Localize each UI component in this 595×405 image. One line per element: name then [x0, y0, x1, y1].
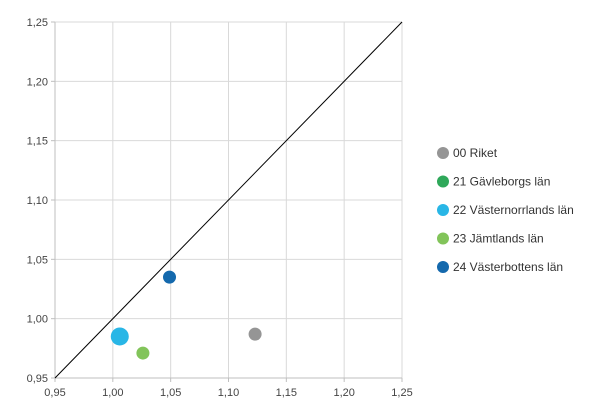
x-tick-label: 1,20 — [333, 387, 354, 399]
data-point — [248, 327, 262, 341]
data-points — [110, 270, 262, 360]
legend: 00 Riket 21 Gävleborgs län 22 Västernorrla… — [437, 146, 574, 274]
legend-marker — [437, 204, 449, 216]
x-tick-label: 1,05 — [160, 387, 181, 399]
y-tick-label: 1,15 — [27, 136, 48, 148]
x-tick-labels: 0,95 1,00 1,05 1,10 1,15 1,20 1,25 — [44, 387, 412, 399]
data-point — [136, 346, 150, 360]
data-point — [110, 327, 129, 346]
legend-marker — [437, 232, 449, 245]
legend-label: 21 Gävleborgs län — [453, 175, 550, 189]
x-tick-label: 0,95 — [44, 387, 65, 399]
y-tick-label: 0,95 — [27, 373, 48, 385]
legend-label: 23 Jämtlands län — [453, 232, 544, 246]
data-point — [163, 270, 177, 284]
legend-marker — [437, 175, 449, 188]
x-tick-label: 1,00 — [102, 387, 123, 399]
x-tick-label: 1,25 — [391, 387, 412, 399]
legend-marker — [437, 261, 449, 273]
x-tick-label: 1,15 — [276, 387, 297, 399]
legend-marker — [437, 147, 449, 159]
y-tick-label: 1,20 — [27, 76, 48, 88]
y-tick-label: 1,00 — [27, 314, 48, 326]
legend-label: 00 Riket — [453, 146, 498, 160]
diagonal-reference-line — [54, 21, 403, 379]
y-tick-labels: 0,95 1,00 1,05 1,10 1,15 1,20 1,25 — [27, 17, 48, 385]
legend-label: 22 Västernorrlands län — [453, 203, 574, 217]
y-tick-label: 1,25 — [27, 17, 48, 29]
legend-label: 24 Västerbottens län — [453, 260, 563, 274]
y-tick-label: 1,10 — [27, 195, 48, 207]
axes — [51, 21, 403, 382]
y-tick-label: 1,05 — [27, 254, 48, 266]
x-tick-label: 1,10 — [218, 387, 239, 399]
